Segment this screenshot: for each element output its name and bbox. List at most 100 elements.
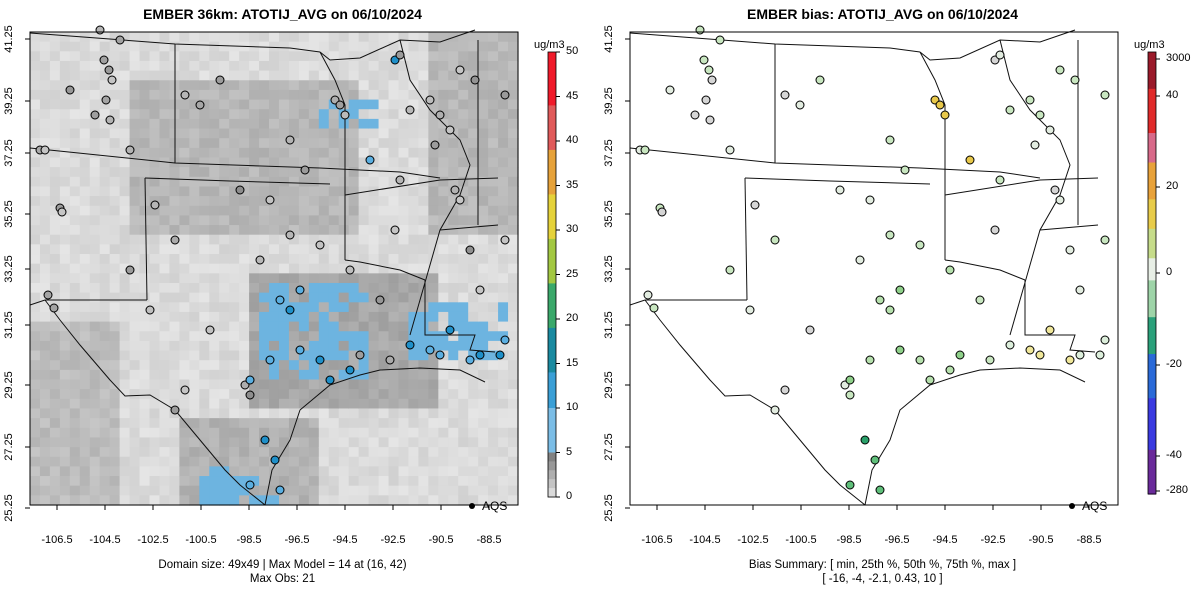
model-cell — [508, 205, 519, 217]
model-cell — [259, 147, 270, 159]
model-cell — [30, 109, 41, 120]
model-cell — [478, 118, 489, 130]
model-cell — [388, 176, 400, 188]
state-border-5 — [319, 51, 346, 260]
model-cell — [358, 282, 370, 294]
aqs-site-marker — [170, 405, 180, 415]
model-cell — [219, 389, 230, 400]
model-cell — [378, 32, 390, 43]
model-cell — [318, 196, 330, 207]
state-border-11 — [319, 29, 476, 61]
model-cell — [288, 234, 300, 245]
model-cell — [418, 70, 429, 81]
model-cell — [99, 427, 111, 439]
model-cell — [119, 495, 131, 506]
model-cell — [468, 89, 479, 101]
aqs-site-marker — [49, 303, 59, 313]
aqs-bias-marker — [690, 110, 700, 120]
model-cell — [69, 176, 81, 188]
model-cell — [428, 282, 439, 294]
model-cell — [129, 99, 141, 110]
model-cell — [249, 369, 260, 381]
model-cell — [169, 186, 180, 197]
model-cell — [508, 60, 519, 72]
model-cell — [259, 418, 270, 429]
model-cell — [368, 60, 380, 72]
model-cell — [139, 263, 151, 274]
model-cell — [189, 51, 200, 62]
model-cell — [348, 254, 360, 265]
colorbar-segment — [1148, 96, 1156, 105]
model-cell — [458, 186, 469, 197]
model-cell — [488, 157, 499, 168]
model-cell — [59, 196, 71, 207]
model-cell — [249, 244, 260, 255]
model-cell — [99, 176, 111, 188]
model-cell — [229, 254, 240, 265]
aqs-site-marker — [170, 235, 180, 245]
model-cell — [478, 447, 489, 458]
model-cell — [408, 398, 420, 410]
model-cell — [478, 398, 489, 410]
model-cell — [269, 485, 280, 496]
model-cell — [278, 41, 290, 52]
aqs-bias-marker — [995, 175, 1005, 185]
model-cell — [378, 456, 390, 467]
model-cell — [358, 225, 370, 236]
model-cell — [269, 408, 280, 419]
model-cell — [79, 176, 91, 188]
aqs-bias-marker — [1055, 65, 1065, 75]
model-cell — [89, 340, 101, 352]
model-cell — [468, 456, 479, 467]
model-cell — [109, 80, 121, 91]
model-cell — [408, 176, 420, 188]
model-cell — [408, 437, 420, 448]
model-cell — [199, 369, 210, 381]
model-cell — [259, 282, 270, 294]
model-cell — [259, 379, 270, 390]
model-cell — [49, 118, 61, 130]
model-cell — [79, 70, 91, 81]
model-cell — [69, 234, 81, 245]
model-cell — [358, 302, 370, 313]
model-cell — [348, 41, 360, 52]
colorbar-segment — [548, 319, 556, 329]
y-tick-label: 31.25 — [3, 311, 15, 339]
model-cell — [308, 427, 320, 439]
model-cell — [109, 311, 121, 323]
model-cell — [348, 234, 360, 245]
y-tick-label: 29.25 — [3, 371, 15, 399]
model-cell — [378, 186, 390, 197]
model-cell — [39, 167, 51, 178]
model-cell — [99, 99, 111, 110]
model-cell — [249, 196, 260, 207]
model-cell — [199, 118, 210, 130]
state-border-11 — [919, 29, 1076, 61]
model-cell — [398, 70, 410, 81]
model-cell — [30, 408, 41, 419]
model-cell — [249, 379, 260, 390]
model-cell — [159, 263, 171, 274]
model-cell — [189, 80, 200, 91]
model-cell — [418, 456, 429, 467]
model-cell — [368, 138, 380, 149]
model-cell — [488, 292, 499, 303]
model-cell — [298, 80, 310, 91]
model-cell — [368, 244, 380, 255]
model-cell — [269, 225, 280, 236]
model-cell — [338, 282, 350, 294]
aqs-bias-marker — [855, 255, 865, 265]
model-cell — [308, 167, 320, 178]
model-cell — [298, 437, 310, 448]
model-cell — [219, 427, 230, 439]
model-cell — [498, 147, 509, 159]
y-tick-label: 39.25 — [3, 87, 15, 115]
model-cell — [278, 340, 290, 352]
model-cell — [259, 476, 270, 487]
model-cell — [328, 427, 340, 439]
model-cell — [59, 138, 71, 149]
model-cell — [69, 321, 81, 332]
colorbar-segment — [548, 363, 556, 373]
model-cell — [468, 176, 479, 188]
model-cell — [498, 321, 509, 332]
